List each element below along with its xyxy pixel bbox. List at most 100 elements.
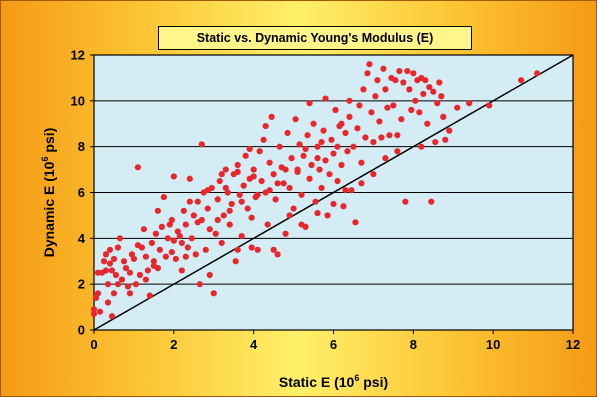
data-point <box>364 70 371 77</box>
data-point <box>326 171 333 178</box>
data-point <box>322 95 329 102</box>
data-point <box>198 141 205 148</box>
data-point <box>274 251 281 258</box>
data-point <box>114 244 122 251</box>
data-point <box>318 184 325 192</box>
data-point <box>306 175 313 182</box>
data-point <box>180 207 187 214</box>
data-point <box>398 116 405 123</box>
data-point <box>100 258 108 265</box>
data-point <box>150 258 157 265</box>
data-point <box>238 232 245 240</box>
data-point <box>204 187 211 194</box>
data-point <box>294 166 301 173</box>
data-point <box>533 70 541 77</box>
data-point <box>430 88 437 95</box>
data-point <box>360 86 367 93</box>
x-tick-label: 8 <box>410 337 417 352</box>
data-point <box>234 246 241 253</box>
data-point <box>104 299 112 306</box>
data-point <box>156 246 163 253</box>
data-point <box>434 100 441 107</box>
data-point <box>334 177 341 185</box>
data-point <box>250 166 257 173</box>
data-point <box>346 113 353 120</box>
data-point <box>138 244 145 251</box>
data-point <box>194 219 201 226</box>
data-point <box>182 253 189 260</box>
data-point <box>308 161 315 169</box>
data-point <box>192 251 199 258</box>
data-point <box>436 79 443 86</box>
data-point <box>422 77 429 84</box>
x-tick-label: 0 <box>90 337 97 352</box>
data-point <box>164 235 171 242</box>
data-point <box>302 145 309 153</box>
data-point <box>262 122 269 130</box>
data-point <box>394 148 401 155</box>
data-point <box>244 205 251 212</box>
data-point <box>196 281 203 288</box>
data-point <box>194 198 201 205</box>
data-point <box>312 198 319 205</box>
data-point <box>110 255 118 263</box>
data-point <box>270 171 277 178</box>
data-point <box>226 221 233 228</box>
data-point <box>152 230 159 237</box>
data-point <box>176 232 183 240</box>
y-tick-label: 12 <box>71 48 85 63</box>
data-point <box>486 102 493 109</box>
data-point <box>222 184 229 192</box>
data-point <box>124 283 132 290</box>
data-point <box>188 235 195 242</box>
data-point <box>396 67 403 75</box>
data-point <box>146 292 153 299</box>
data-point <box>424 120 431 127</box>
data-point <box>342 187 349 194</box>
data-point <box>264 221 271 228</box>
data-point <box>122 265 130 272</box>
data-point <box>206 226 213 233</box>
data-point <box>330 200 337 208</box>
data-point <box>160 193 167 201</box>
data-point <box>102 267 110 274</box>
data-point <box>202 246 209 253</box>
data-point <box>406 86 413 93</box>
data-point <box>250 173 257 180</box>
data-point <box>356 102 363 109</box>
data-point <box>222 166 229 173</box>
data-point <box>394 132 401 139</box>
data-point <box>344 148 351 155</box>
data-point <box>454 104 461 111</box>
data-point <box>380 65 387 72</box>
data-point <box>334 143 341 150</box>
data-point <box>284 129 291 137</box>
data-point <box>298 191 305 198</box>
x-tick-label: 4 <box>250 337 258 352</box>
data-point <box>178 267 185 274</box>
data-point <box>314 143 321 150</box>
data-point <box>292 116 299 123</box>
data-point <box>270 246 277 253</box>
data-point <box>126 269 134 276</box>
data-point <box>256 148 263 155</box>
data-point <box>400 79 407 86</box>
data-point <box>254 246 261 253</box>
data-point <box>286 212 293 219</box>
data-point <box>248 214 255 221</box>
data-point <box>314 155 321 162</box>
data-point <box>116 235 124 242</box>
x-tick-label: 2 <box>170 337 177 352</box>
data-point <box>358 180 365 187</box>
data-point <box>328 136 335 143</box>
data-point <box>210 290 217 297</box>
data-point <box>228 200 235 208</box>
data-point <box>248 244 255 251</box>
data-point <box>276 143 283 150</box>
data-point <box>338 161 345 169</box>
data-point <box>330 150 337 157</box>
data-point <box>416 109 423 116</box>
data-point <box>358 159 365 166</box>
